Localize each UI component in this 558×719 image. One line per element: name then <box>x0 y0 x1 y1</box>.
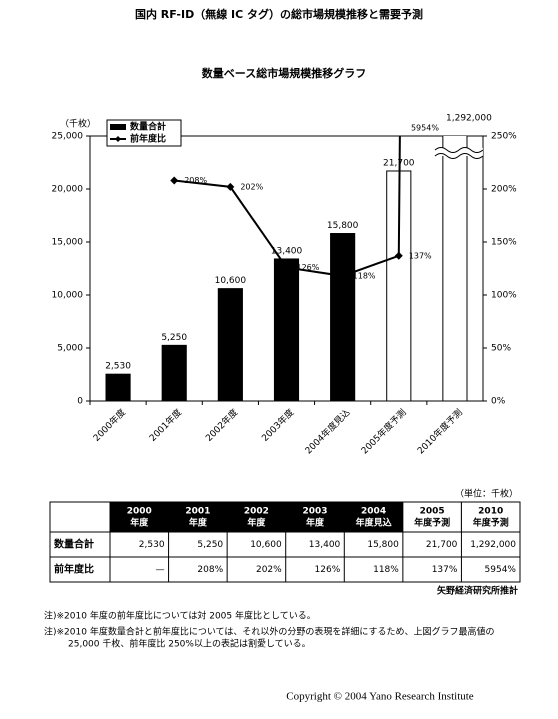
header-cell <box>168 501 228 533</box>
value-label: 10,600 <box>215 276 247 286</box>
row-label: 前年度比 <box>54 563 94 576</box>
y2-tick-label: 200% <box>491 185 517 195</box>
page-title: 国内 RF-ID（無線 IC タグ）の総市場規模推移と需要予測 <box>135 7 423 21</box>
table-cell: 10,600 <box>250 540 282 550</box>
header-cell <box>226 501 287 533</box>
column-header: 年度 <box>306 517 325 529</box>
header-cell <box>460 501 521 533</box>
value-label: 118% <box>353 271 376 280</box>
y-tick-label: 15,000 <box>52 238 84 248</box>
bar <box>273 258 300 401</box>
value-label: 126% <box>297 263 320 272</box>
table-cell: 2,530 <box>139 540 165 550</box>
x-tick-label: 2005年度予測 <box>359 406 409 456</box>
value-label: 5,250 <box>161 333 187 343</box>
bar <box>330 233 356 401</box>
table-cell: 137% <box>432 565 458 575</box>
value-label: 2,530 <box>105 362 131 372</box>
bar <box>217 288 243 401</box>
table-cell: 126% <box>315 565 341 575</box>
legend-label: 前年度比 <box>130 133 166 145</box>
column-header: 年度予測 <box>414 517 450 529</box>
header-cell <box>402 501 462 533</box>
table-cell: 5,250 <box>197 540 223 550</box>
y-tick-label: 25,000 <box>52 132 84 142</box>
y-axis-label: （千枚） <box>60 118 96 130</box>
table-cell: 202% <box>256 565 282 575</box>
column-header: 年度 <box>130 517 149 529</box>
table-cell: 5954% <box>485 565 517 575</box>
value-label: 1,292,000 <box>446 114 492 124</box>
value-label: 5954% <box>411 124 439 133</box>
column-header: 年度予測 <box>473 517 509 529</box>
axis-break <box>434 148 483 156</box>
column-header: 2000 <box>127 507 152 517</box>
x-tick-label: 2002年度 <box>203 406 240 443</box>
bar <box>442 136 468 401</box>
y2-tick-label: 100% <box>491 291 517 301</box>
y-tick-label: 20,000 <box>52 185 84 195</box>
column-header: 2010 <box>478 507 503 517</box>
line-marker <box>394 251 403 260</box>
data-table: 2000年度2001年度2002年度2003年度2004年度見込2005年度予測… <box>49 501 521 583</box>
y-tick-label: 10,000 <box>52 291 84 301</box>
y2-tick-label: 0% <box>491 397 506 407</box>
column-header: 年度 <box>189 517 208 529</box>
note: 注)※2010 年度の前年度比については対 2005 年度比としている。 <box>44 610 316 622</box>
line-marker <box>226 182 235 191</box>
line-marker <box>338 271 347 280</box>
column-header: 2002 <box>244 507 269 517</box>
legend-swatch <box>110 124 126 130</box>
x-tick-label: 2004年度見込 <box>302 406 352 456</box>
bar <box>105 373 131 401</box>
value-label: 15,800 <box>327 221 359 231</box>
line <box>174 136 401 277</box>
value-label: 13,400 <box>271 246 303 256</box>
value-label: 202% <box>240 182 263 191</box>
y2-tick-label: 250% <box>491 132 517 142</box>
x-tick-label: 2001年度 <box>147 406 184 443</box>
value-label: 21,700 <box>383 158 415 168</box>
column-header: 2001 <box>185 507 210 517</box>
plot-clip <box>105 136 468 401</box>
legend-label: 数量合計 <box>130 121 166 133</box>
table-cell: 15,800 <box>367 540 399 550</box>
table-cell: 1,292,000 <box>470 540 516 550</box>
copyright: Copyright © 2004 Yano Research Institute <box>286 691 474 703</box>
axis-break-mark <box>434 147 484 159</box>
x-tick-label: 2003年度 <box>259 406 296 443</box>
x-tick-label: 2000年度 <box>91 406 128 443</box>
bar <box>161 344 187 401</box>
column-header: 年度見込 <box>356 517 392 529</box>
y2-tick-label: 50% <box>491 344 511 354</box>
note: 注)※2010 年度数量合計と前年度比については、それ以外の分野の表現を詳細にす… <box>44 626 494 638</box>
y-tick-label: 5,000 <box>57 344 83 354</box>
value-label: 137% <box>409 251 432 260</box>
column-header: 2004 <box>361 507 386 517</box>
column-header: 年度 <box>247 517 266 529</box>
line-marker <box>170 176 179 185</box>
table-cell: 118% <box>373 565 399 575</box>
table-cell: 208% <box>197 565 223 575</box>
source: 矢野経済研究所推計 <box>437 585 518 597</box>
table-unit: （単位：千枚） <box>455 488 518 500</box>
table-cell: — <box>156 565 165 575</box>
table-cell: 13,400 <box>309 540 341 550</box>
x-tick-label: 2010年度予測 <box>415 406 465 456</box>
line-marker <box>282 263 291 272</box>
row-label: 数量合計 <box>54 538 94 551</box>
chart-title: 数量ベース総市場規模推移グラフ <box>202 66 366 80</box>
table-cell: 21,700 <box>426 540 458 550</box>
value-label: 208% <box>184 176 207 185</box>
y2-tick-label: 150% <box>491 238 517 248</box>
column-header: 2005 <box>420 507 445 517</box>
note: 25,000 千枚、前年度比 250%以上の表記は割愛している。 <box>68 638 311 650</box>
legend-marker <box>115 136 121 142</box>
y-tick-label: 0 <box>77 397 83 407</box>
column-header: 2003 <box>302 507 327 517</box>
